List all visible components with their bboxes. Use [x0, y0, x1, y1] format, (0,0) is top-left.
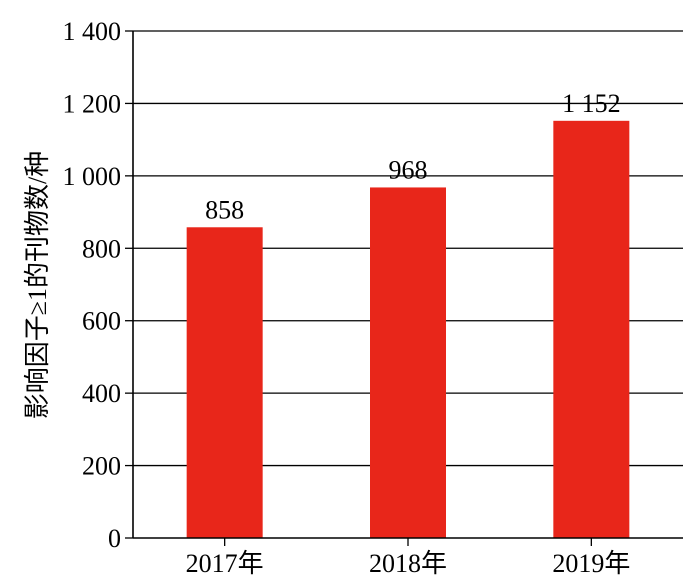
- y-tick-label: 600: [82, 307, 121, 336]
- data-label: 968: [389, 155, 428, 184]
- y-tick-label: 1 200: [63, 89, 122, 118]
- category-label: 2018年: [369, 549, 447, 578]
- y-axis-label: 影响因子≥1的刊物数/种: [23, 151, 52, 420]
- bar: [186, 227, 263, 538]
- y-tick-labels: 0 200 400 600 800 1 000 1 200 1 400: [63, 17, 133, 553]
- category-label: 2017年: [186, 549, 264, 578]
- y-tick-label: 200: [82, 452, 121, 481]
- category-label: 2019年: [552, 549, 630, 578]
- category-labels: 2017年 2018年 2019年: [186, 538, 630, 578]
- y-tick-label: 400: [82, 379, 121, 408]
- y-tick-label: 1 400: [63, 17, 122, 46]
- y-tick-label: 800: [82, 234, 121, 263]
- data-label: 858: [205, 195, 244, 224]
- bars: [186, 120, 630, 538]
- y-tick-label: 0: [108, 524, 121, 553]
- data-labels: 858 968 1 152: [205, 89, 620, 224]
- y-tick-label: 1 000: [63, 162, 122, 191]
- axes: [132, 31, 683, 539]
- bar: [553, 120, 630, 538]
- bar: [370, 187, 446, 538]
- data-label: 1 152: [562, 89, 621, 118]
